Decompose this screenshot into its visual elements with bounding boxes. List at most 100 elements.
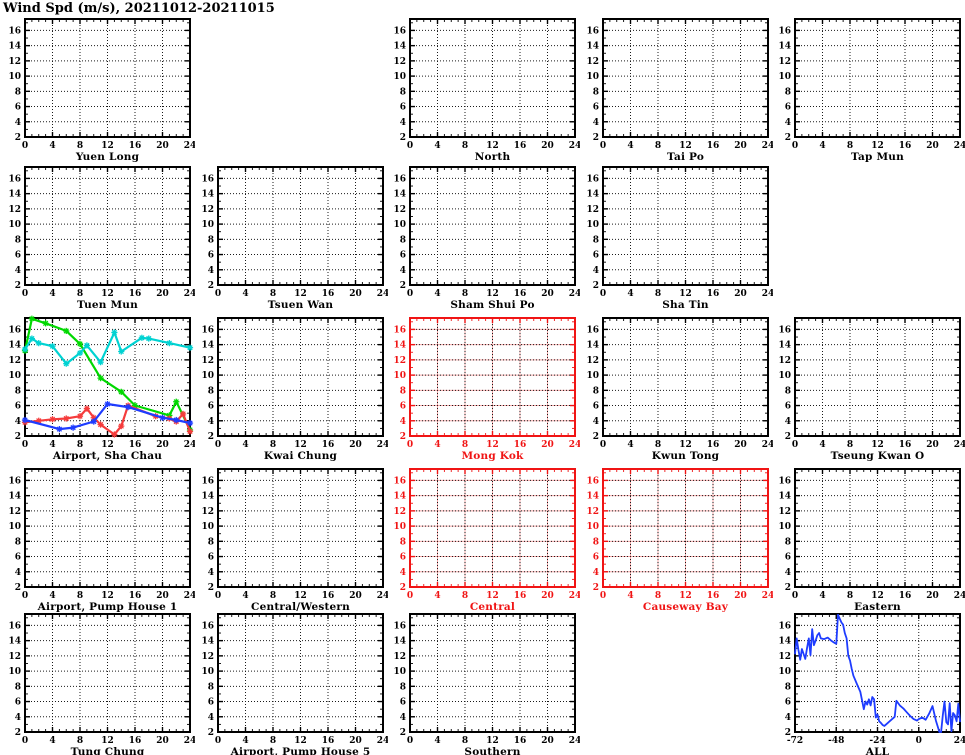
x-tick-label: 20 bbox=[541, 736, 554, 746]
y-tick-label: 4 bbox=[592, 417, 598, 427]
x-tick-label: 20 bbox=[156, 289, 169, 299]
x-tick-label: 4 bbox=[627, 289, 633, 299]
x-tick-label: 12 bbox=[486, 289, 499, 299]
y-tick-label: 2 bbox=[785, 728, 791, 738]
x-tick-label: 0 bbox=[792, 141, 798, 151]
y-tick-label: 6 bbox=[15, 251, 21, 261]
x-tick-label: 0 bbox=[792, 591, 798, 601]
y-tick-label: 6 bbox=[400, 553, 406, 563]
x-tick-label: -72 bbox=[787, 736, 803, 746]
panel-tap-mun: 0 4 8 12 16 20 24 2 4 6 8 10 12 14 16 Tap Mun bbox=[770, 15, 965, 166]
y-tick-label: 4 bbox=[400, 417, 406, 427]
y-tick-label: 4 bbox=[400, 266, 406, 276]
x-tick-label: 4 bbox=[627, 440, 633, 450]
y-tick-label: 8 bbox=[400, 87, 406, 97]
x-tick-label: 24 bbox=[761, 440, 772, 450]
x-tick-label: 0 bbox=[407, 440, 413, 450]
x-tick-label: 12 bbox=[871, 141, 884, 151]
panel-sham-shui-po: 0 4 8 12 16 20 24 2 4 6 8 10 12 14 16 Sham Shui Po bbox=[385, 163, 580, 314]
x-tick-label: 8 bbox=[654, 440, 660, 450]
y-tick-label: 2 bbox=[207, 583, 213, 593]
y-tick-label: 14 bbox=[393, 341, 406, 351]
y-tick-label: 6 bbox=[207, 698, 213, 708]
panel-title: Central bbox=[470, 601, 515, 613]
x-tick-label: 4 bbox=[434, 736, 440, 746]
y-tick-label: 2 bbox=[592, 281, 598, 291]
panel-tseung-kwan-o: 0 4 8 12 16 20 24 2 4 6 8 10 12 14 16 Tseung Kwan O bbox=[770, 314, 965, 465]
y-tick-label: 6 bbox=[785, 402, 791, 412]
y-tick-label: 6 bbox=[15, 553, 21, 563]
asterisk-marker bbox=[83, 405, 90, 412]
y-tick-label: 10 bbox=[8, 220, 21, 230]
panel-title: Central/Western bbox=[251, 601, 350, 613]
asterisk-marker bbox=[111, 431, 118, 438]
x-tick-label: 4 bbox=[627, 141, 633, 151]
x-tick-label: 24 bbox=[376, 591, 387, 601]
asterisk-marker bbox=[138, 334, 145, 341]
asterisk-marker bbox=[97, 421, 104, 428]
x-tick-label: -24 bbox=[869, 736, 885, 746]
y-tick-label: 4 bbox=[207, 266, 213, 276]
y-tick-label: 2 bbox=[785, 133, 791, 143]
y-tick-label: 6 bbox=[15, 402, 21, 412]
y-tick-label: 8 bbox=[207, 386, 213, 396]
y-tick-label: 12 bbox=[586, 205, 599, 215]
asterisk-marker bbox=[42, 320, 49, 327]
asterisk-marker bbox=[63, 415, 70, 422]
x-tick-label: 0 bbox=[407, 591, 413, 601]
asterisk-marker bbox=[90, 418, 97, 425]
panel-title: Airport, Pump House 5 bbox=[229, 746, 370, 755]
y-tick-label: 6 bbox=[400, 103, 406, 113]
panel-tung-chung: 0 4 8 12 16 20 24 2 4 6 8 10 12 14 16 Tung Chung bbox=[0, 610, 195, 755]
x-tick-label: 20 bbox=[156, 736, 169, 746]
y-tick-label: 2 bbox=[207, 281, 213, 291]
y-tick-label: 2 bbox=[785, 583, 791, 593]
y-tick-label: 6 bbox=[400, 251, 406, 261]
y-tick-label: 4 bbox=[592, 568, 598, 578]
x-tick-label: 24 bbox=[761, 141, 772, 151]
y-tick-label: 12 bbox=[393, 205, 406, 215]
asterisk-marker bbox=[145, 335, 152, 342]
x-tick-label: 20 bbox=[541, 289, 554, 299]
y-tick-label: 8 bbox=[592, 386, 598, 396]
y-tick-label: 14 bbox=[201, 637, 214, 647]
asterisk-marker bbox=[28, 335, 35, 342]
x-tick-label: 4 bbox=[242, 289, 248, 299]
x-tick-label: 16 bbox=[321, 289, 334, 299]
x-tick-label: 12 bbox=[871, 440, 884, 450]
y-tick-label: 16 bbox=[586, 174, 599, 184]
y-tick-label: 14 bbox=[393, 492, 406, 502]
x-tick-label: 24 bbox=[569, 440, 580, 450]
y-tick-label: 14 bbox=[8, 190, 21, 200]
x-tick-label: 4 bbox=[627, 591, 633, 601]
page-title: Wind Spd (m/s), 20211012-20211015 bbox=[3, 1, 275, 16]
x-tick-label: 12 bbox=[486, 141, 499, 151]
panel-all: -72 -48 -24 0 24 2 4 6 8 10 12 14 16 ALL bbox=[770, 610, 965, 755]
y-tick-label: 16 bbox=[201, 174, 214, 184]
y-tick-label: 16 bbox=[778, 26, 791, 36]
x-tick-label: 4 bbox=[434, 141, 440, 151]
asterisk-marker bbox=[56, 426, 63, 433]
y-tick-label: 6 bbox=[785, 103, 791, 113]
y-tick-label: 16 bbox=[8, 621, 21, 631]
panel-airport-pump-house-1: 0 4 8 12 16 20 24 2 4 6 8 10 12 14 16 Airport, Pump Hou… bbox=[0, 465, 195, 616]
panel-tai-po: 0 4 8 12 16 20 24 2 4 6 8 10 12 14 16 Tai Po bbox=[578, 15, 773, 166]
y-tick-label: 14 bbox=[586, 492, 599, 502]
x-tick-label: 4 bbox=[49, 141, 55, 151]
x-tick-label: 8 bbox=[77, 289, 83, 299]
asterisk-marker bbox=[76, 340, 84, 347]
y-tick-label: 16 bbox=[586, 325, 599, 335]
y-tick-label: 10 bbox=[393, 667, 406, 677]
x-tick-label: 16 bbox=[706, 591, 719, 601]
x-tick-label: 8 bbox=[269, 440, 275, 450]
x-tick-label: 16 bbox=[514, 591, 527, 601]
asterisk-marker bbox=[28, 315, 35, 322]
x-tick-label: 24 bbox=[954, 141, 965, 151]
y-tick-label: 2 bbox=[15, 281, 21, 291]
asterisk-marker bbox=[118, 423, 125, 430]
x-tick-label: 24 bbox=[184, 440, 195, 450]
y-tick-label: 2 bbox=[15, 133, 21, 143]
y-tick-label: 10 bbox=[8, 667, 21, 677]
y-tick-label: 2 bbox=[15, 432, 21, 442]
asterisk-marker bbox=[111, 329, 118, 336]
